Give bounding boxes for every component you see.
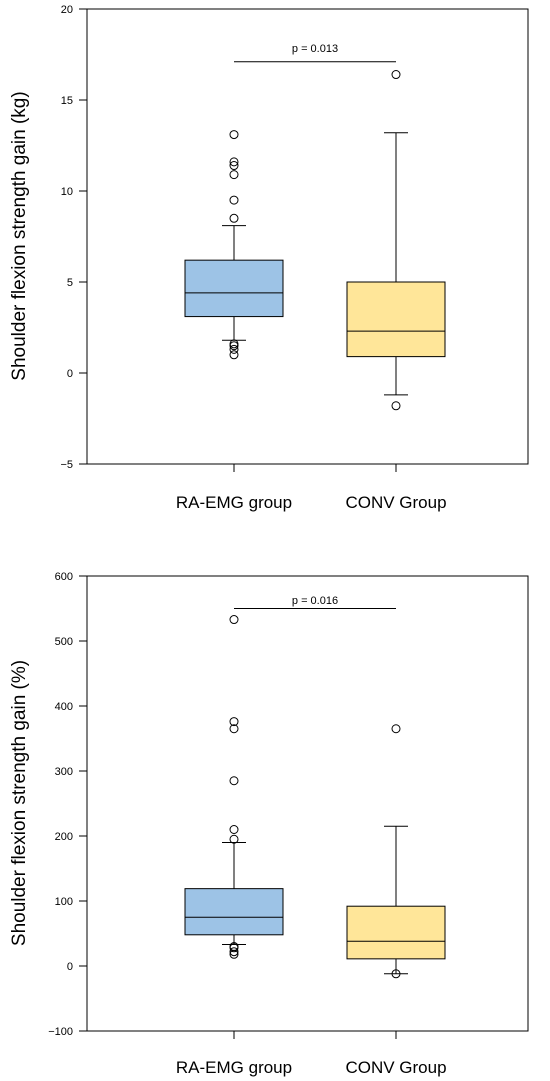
y-tick-label: 100 xyxy=(55,896,73,908)
outlier-point xyxy=(229,615,239,625)
outlier-point xyxy=(229,161,239,171)
outlier-point xyxy=(229,344,239,354)
y-tick-label: −100 xyxy=(48,1026,73,1038)
box-iqr xyxy=(184,888,284,936)
outlier-point xyxy=(229,339,239,349)
y-tick-label: 15 xyxy=(61,95,73,107)
y-axis-label: Shoulder flexion strength gain (kg) xyxy=(9,91,30,380)
x-category-label: RA-EMG group xyxy=(176,493,292,512)
outlier-point xyxy=(229,947,239,957)
p-value-annotation: p = 0.013 xyxy=(292,43,338,55)
outlier-point xyxy=(229,157,239,167)
outlier-point xyxy=(229,776,239,786)
outlier-point xyxy=(229,195,239,205)
outlier-point xyxy=(229,350,239,360)
outlier-point xyxy=(229,825,239,834)
y-tick-label: 10 xyxy=(61,186,73,198)
chart-marks xyxy=(79,575,446,1039)
box-iqr xyxy=(184,259,284,318)
y-tick-label: 200 xyxy=(55,831,73,843)
outlier-point xyxy=(229,130,239,140)
plot-frame xyxy=(86,575,529,1032)
y-tick-label: 5 xyxy=(67,277,73,289)
y-tick-label: 20 xyxy=(61,4,73,16)
y-tick-label: 400 xyxy=(55,701,73,713)
box-iqr xyxy=(346,905,446,960)
outlier-point xyxy=(391,969,401,979)
outlier-point xyxy=(229,213,239,223)
y-tick-label: 600 xyxy=(55,571,73,583)
outlier-point xyxy=(229,170,239,180)
outlier-point xyxy=(391,70,401,80)
plot-frame xyxy=(86,8,529,465)
x-category-label: RA-EMG group xyxy=(176,1058,292,1077)
chart-marks xyxy=(79,8,446,472)
y-tick-label: 300 xyxy=(55,766,73,778)
box-iqr xyxy=(346,281,446,358)
x-category-label: CONV Group xyxy=(345,493,446,512)
y-tick-label: −5 xyxy=(60,459,73,471)
y-tick-label: 0 xyxy=(67,368,73,380)
x-category-label: CONV Group xyxy=(345,1058,446,1077)
outlier-point xyxy=(229,942,239,951)
y-tick-labels: 20 15 10 5 0 −5 xyxy=(60,4,73,471)
y-tick-label: 0 xyxy=(67,961,73,973)
outlier-point xyxy=(229,717,239,727)
y-tick-label: 500 xyxy=(55,636,73,648)
outlier-point xyxy=(391,401,401,411)
outlier-point xyxy=(391,724,401,734)
outlier-point xyxy=(229,724,239,734)
outlier-point xyxy=(229,834,239,844)
chart-kg: 20 15 10 5 0 −5 Shoulder flexion strengt… xyxy=(9,4,529,512)
y-axis-label: Shoulder flexion strength gain (%) xyxy=(9,660,30,946)
p-value-annotation: p = 0.016 xyxy=(292,595,338,607)
chart-percent: 600 500 400 300 200 100 0 −100 Shoulder … xyxy=(9,571,529,1077)
y-tick-labels: 600 500 400 300 200 100 0 −100 xyxy=(48,571,73,1038)
